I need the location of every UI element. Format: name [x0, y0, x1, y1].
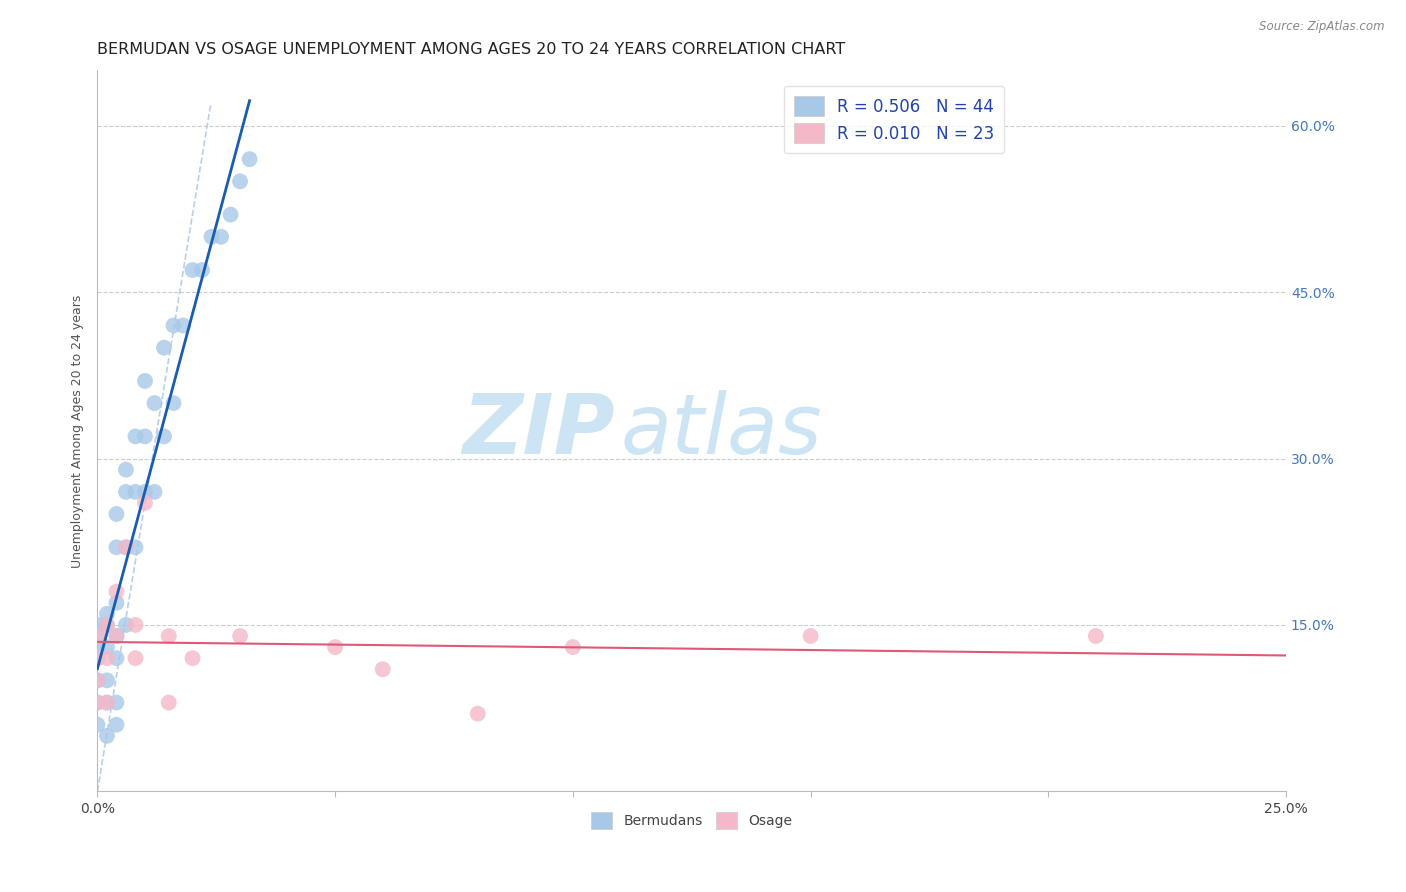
Point: [86, 717, 108, 731]
Point: [124, 651, 146, 665]
Point: [229, 174, 252, 188]
Point: [153, 429, 176, 443]
Text: Source: ZipAtlas.com: Source: ZipAtlas.com: [1260, 20, 1385, 33]
Point: [105, 629, 128, 643]
Y-axis label: Unemployment Among Ages 20 to 24 years: Unemployment Among Ages 20 to 24 years: [72, 294, 84, 567]
Point: [86, 629, 108, 643]
Point: [134, 374, 156, 388]
Point: [172, 318, 194, 333]
Point: [134, 496, 156, 510]
Point: [191, 263, 214, 277]
Point: [105, 541, 128, 555]
Point: [86, 629, 108, 643]
Point: [371, 662, 394, 676]
Point: [96, 640, 118, 654]
Point: [467, 706, 489, 721]
Point: [1084, 629, 1107, 643]
Point: [157, 696, 180, 710]
Point: [86, 651, 108, 665]
Text: ZIP: ZIP: [461, 391, 614, 471]
Point: [96, 618, 118, 632]
Point: [96, 729, 118, 743]
Point: [105, 596, 128, 610]
Point: [105, 507, 128, 521]
Point: [124, 484, 146, 499]
Point: [115, 541, 138, 555]
Point: [162, 318, 184, 333]
Point: [96, 651, 118, 665]
Point: [800, 629, 823, 643]
Point: [86, 651, 108, 665]
Point: [86, 673, 108, 688]
Point: [86, 673, 108, 688]
Point: [86, 618, 108, 632]
Point: [105, 629, 128, 643]
Point: [219, 208, 242, 222]
Point: [181, 263, 204, 277]
Point: [209, 229, 232, 244]
Point: [134, 484, 156, 499]
Point: [115, 484, 138, 499]
Point: [115, 463, 138, 477]
Point: [96, 696, 118, 710]
Point: [115, 541, 138, 555]
Point: [124, 541, 146, 555]
Point: [157, 629, 180, 643]
Point: [239, 152, 262, 166]
Point: [105, 651, 128, 665]
Point: [200, 229, 222, 244]
Text: BERMUDAN VS OSAGE UNEMPLOYMENT AMONG AGES 20 TO 24 YEARS CORRELATION CHART: BERMUDAN VS OSAGE UNEMPLOYMENT AMONG AGE…: [97, 42, 845, 57]
Point: [153, 341, 176, 355]
Point: [96, 696, 118, 710]
Point: [105, 696, 128, 710]
Point: [105, 584, 128, 599]
Point: [124, 618, 146, 632]
Point: [96, 607, 118, 621]
Point: [561, 640, 583, 654]
Point: [162, 396, 184, 410]
Legend: Bermudans, Osage: Bermudans, Osage: [586, 806, 797, 835]
Point: [181, 651, 204, 665]
Point: [86, 640, 108, 654]
Point: [143, 396, 166, 410]
Point: [124, 429, 146, 443]
Point: [134, 429, 156, 443]
Text: atlas: atlas: [620, 391, 823, 471]
Point: [105, 717, 128, 731]
Point: [86, 696, 108, 710]
Point: [86, 696, 108, 710]
Point: [323, 640, 346, 654]
Point: [229, 629, 252, 643]
Point: [96, 673, 118, 688]
Point: [143, 484, 166, 499]
Point: [96, 618, 118, 632]
Point: [115, 618, 138, 632]
